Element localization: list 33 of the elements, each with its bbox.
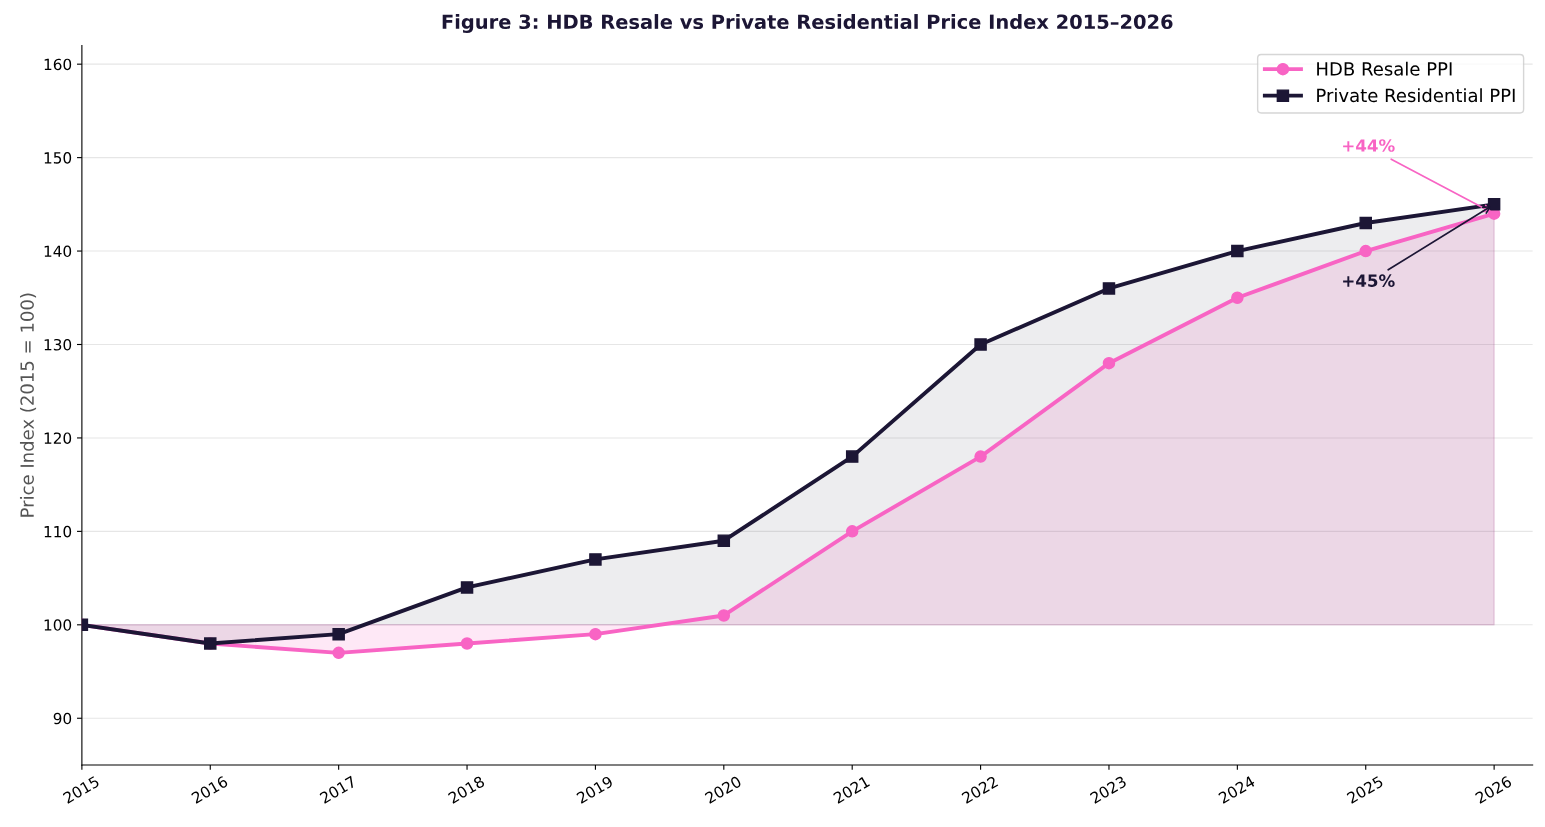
point	[1231, 244, 1244, 258]
point	[332, 646, 345, 660]
point	[974, 338, 987, 351]
legend-label: HDB Resale PPI	[1317, 61, 1452, 76]
y-tick-label: 110	[44, 525, 72, 538]
point	[717, 609, 731, 622]
point	[845, 525, 859, 538]
point	[1487, 198, 1501, 211]
y-tick-label: 160	[44, 58, 72, 71]
y-tick-label: 150	[44, 152, 72, 164]
point	[1359, 216, 1372, 230]
annotation: +44%	[1343, 139, 1395, 152]
point	[974, 450, 987, 463]
y-tick-label: 90	[53, 712, 72, 725]
legend-label: Private Residential PPI	[1317, 88, 1515, 103]
y-tick-label: 140	[44, 245, 72, 258]
point	[332, 627, 345, 641]
point	[1359, 244, 1372, 258]
point	[1102, 356, 1116, 370]
annotation: +45%	[1343, 274, 1395, 287]
point	[589, 627, 602, 641]
y-tick-label: 130	[44, 338, 72, 351]
point	[460, 637, 474, 650]
point	[460, 581, 474, 594]
point	[1231, 291, 1244, 305]
point	[845, 450, 859, 463]
y-axis-title: Price Index (2015 = 100)	[19, 293, 37, 517]
y-tick-label: 100	[44, 619, 72, 631]
chart-title: Figure 3: HDB Resale vs Private Residential Price Index 2015–2026	[442, 14, 1173, 34]
point	[717, 534, 731, 547]
point	[1102, 282, 1116, 295]
y-tick-label: 120	[44, 432, 72, 444]
point	[589, 553, 602, 566]
